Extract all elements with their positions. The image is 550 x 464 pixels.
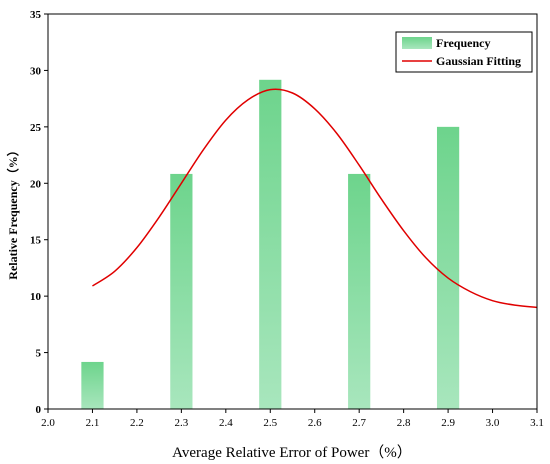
bars-group [81,79,460,409]
y-tick-label: 15 [30,235,42,247]
y-tick-label: 35 [30,9,42,21]
x-tick-label: 2.0 [41,417,55,429]
bar-2.7 [348,173,371,409]
bar-2.9 [436,126,460,409]
x-axis-ticks: 2.0 2.1 2.2 2.3 2.4 2.5 2.6 2.7 2.8 2.9 3.0 3.1 [41,409,544,429]
x-tick-label: 2.8 [397,417,411,429]
y-axis-title: Relative Frequency（%） [5,144,20,279]
y-tick-label: 25 [30,122,42,134]
x-tick-label: 3.1 [530,417,544,429]
x-tick-label: 2.1 [86,417,100,429]
bar-2.1 [81,361,104,409]
x-tick-label: 2.4 [219,417,233,429]
legend: Frequency Gaussian Fitting [395,31,533,73]
x-tick-label: 3.0 [486,417,500,429]
x-tick-label: 2.7 [352,417,366,429]
gaussian-fit-curve [92,88,538,309]
y-tick-label: 0 [36,404,42,416]
legend-label-frequency: Frequency [436,36,490,50]
y-tick-label: 30 [30,65,42,77]
x-tick-label: 2.3 [174,417,188,429]
legend-swatch-frequency [402,37,432,49]
x-tick-label: 2.9 [441,417,455,429]
bar-2.5 [259,79,282,409]
x-tick-label: 2.6 [308,417,322,429]
y-tick-label: 20 [30,178,42,190]
x-tick-label: 2.2 [130,417,144,429]
x-tick-label: 2.5 [263,417,277,429]
y-tick-label: 5 [36,348,42,360]
bar-2.3 [170,173,193,409]
plot-frame [47,13,538,410]
x-axis-title: Average Relative Error of Power（%） [172,444,412,461]
legend-label-gaussian: Gaussian Fitting [436,54,521,68]
y-axis-ticks: 0 5 10 15 20 25 30 35 [30,9,48,416]
y-tick-label: 10 [30,291,42,303]
